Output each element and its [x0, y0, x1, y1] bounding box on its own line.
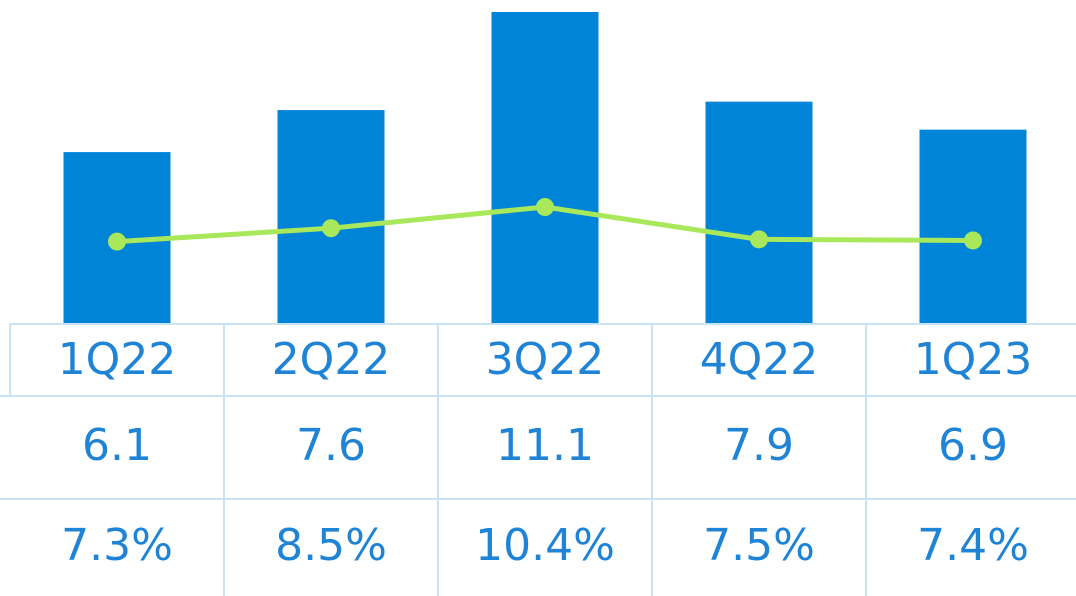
category-label: 3Q22: [486, 334, 605, 385]
line-value: 10.4%: [475, 520, 615, 571]
line-value: 7.4%: [917, 520, 1029, 571]
line-value: 7.3%: [61, 520, 173, 571]
bar-value: 11.1: [496, 420, 594, 471]
bar: [277, 110, 385, 323]
category-label: 1Q23: [914, 334, 1033, 385]
line-point: [322, 219, 340, 238]
line-value: 8.5%: [275, 520, 387, 571]
category-label: 2Q22: [272, 334, 391, 385]
line-point: [108, 232, 126, 251]
line-value: 7.5%: [703, 520, 815, 571]
table-grid: [0, 323, 1076, 596]
bar: [919, 129, 1027, 323]
bar-value: 7.9: [724, 420, 794, 471]
bar-value: 6.9: [938, 420, 1008, 471]
line-point: [536, 198, 554, 216]
bar: [491, 12, 599, 323]
category-label: 1Q22: [58, 334, 177, 385]
line-point: [750, 230, 768, 249]
bar: [705, 101, 813, 323]
line-point: [964, 231, 982, 250]
bar-value: 7.6: [296, 420, 366, 471]
bar-value: 6.1: [82, 420, 152, 471]
category-label: 4Q22: [700, 334, 819, 385]
